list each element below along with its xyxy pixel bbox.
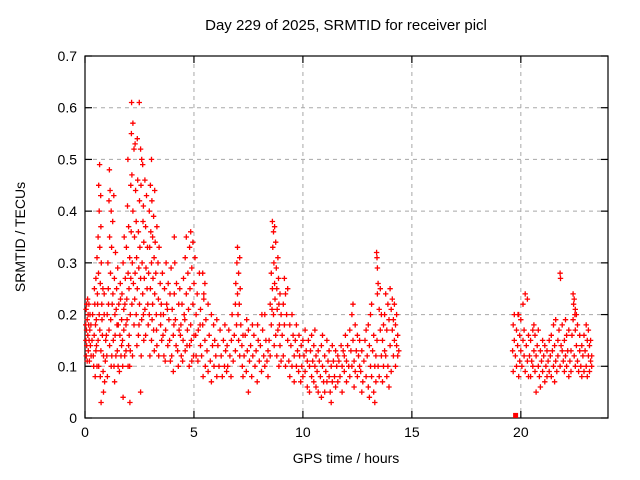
x-axis-label: GPS time / hours <box>293 450 400 466</box>
data-points <box>83 99 595 418</box>
tick-labels: 0 5 10 15 20 0 0.1 0.2 0.3 0.4 0.5 0.6 0.7 <box>58 48 529 440</box>
x-tick-label: 10 <box>295 424 311 440</box>
x-tick-label: 20 <box>513 424 529 440</box>
y-tick-label: 0.3 <box>58 255 78 271</box>
chart-title: Day 229 of 2025, SRMTID for receiver pic… <box>205 17 487 34</box>
scatter-plus-markers <box>83 99 595 406</box>
y-tick-label: 0.2 <box>58 307 78 323</box>
x-tick-label: 5 <box>190 424 198 440</box>
y-tick-label: 0.6 <box>58 100 78 116</box>
y-axis-label: SRMTID / TECUs <box>12 182 28 292</box>
y-tick-label: 0.7 <box>58 48 78 64</box>
y-tick-label: 0.1 <box>58 358 78 374</box>
x-tick-label: 15 <box>404 424 420 440</box>
scatter-square-marker <box>513 412 519 418</box>
y-tick-label: 0.5 <box>58 151 78 167</box>
plot-border <box>84 55 609 419</box>
x-tick-label: 0 <box>81 424 89 440</box>
y-tick-label: 0.4 <box>58 203 78 219</box>
y-tick-label: 0 <box>69 410 77 426</box>
